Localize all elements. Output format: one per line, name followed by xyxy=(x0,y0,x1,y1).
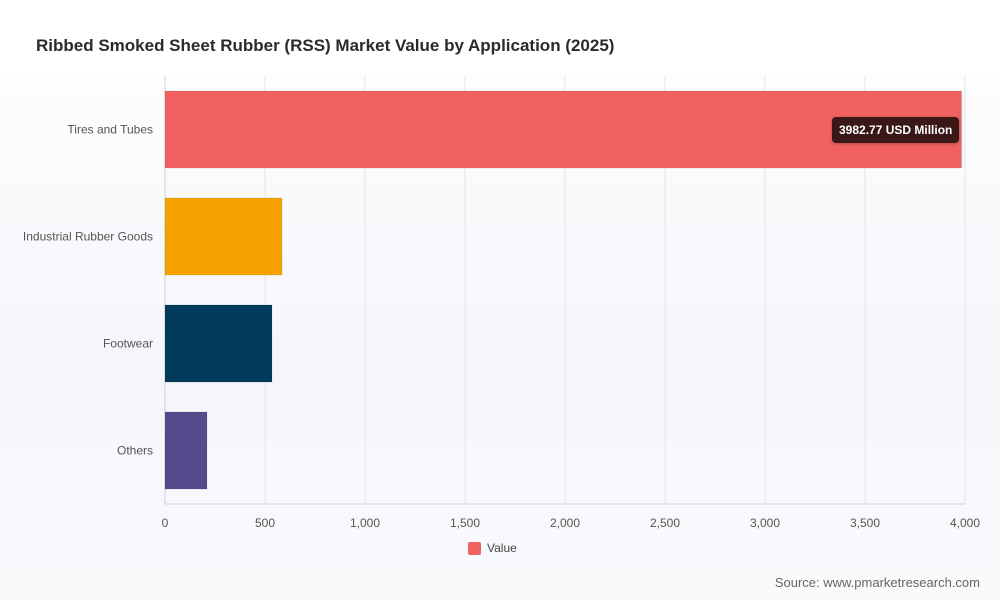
category-label: Others xyxy=(117,444,153,458)
legend-swatch xyxy=(468,541,481,555)
x-tick-label: 4,000 xyxy=(950,516,980,530)
bar xyxy=(164,411,208,490)
x-tick-label: 0 xyxy=(162,516,169,530)
category-label: Footwear xyxy=(103,337,153,351)
bar xyxy=(164,90,963,169)
bar xyxy=(164,197,283,276)
x-tick-label: 500 xyxy=(255,516,275,530)
bar xyxy=(164,304,273,383)
value-tooltip: 3982.77 USD Million xyxy=(832,117,960,143)
x-tick-label: 2,000 xyxy=(550,516,580,530)
source-note: Source: www.pmarketresearch.com xyxy=(774,575,980,590)
x-tick-label: 2,500 xyxy=(650,516,680,530)
x-tick-label: 1,000 xyxy=(350,516,380,530)
x-tick-label: 3,500 xyxy=(850,516,880,530)
chart-title: Ribbed Smoked Sheet Rubber (RSS) Market … xyxy=(36,36,615,55)
x-tick-label: 3,000 xyxy=(750,516,780,530)
legend[interactable]: Value xyxy=(468,541,517,555)
category-label: Industrial Rubber Goods xyxy=(23,230,153,244)
category-label: Tires and Tubes xyxy=(67,123,153,137)
x-tick-label: 1,500 xyxy=(450,516,480,530)
legend-label: Value xyxy=(487,541,517,555)
header-band xyxy=(0,0,1000,74)
